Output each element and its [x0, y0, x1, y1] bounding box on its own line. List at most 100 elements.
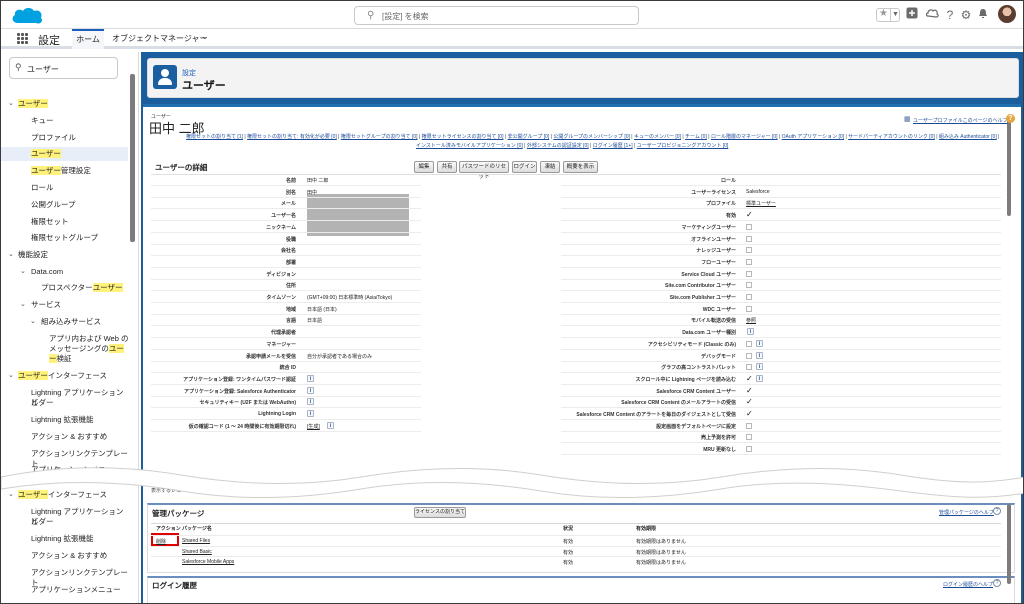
package-name-link[interactable]: Salesforce Mobile Apps: [182, 559, 235, 565]
sidebar-item-permission-set-groups[interactable]: 権限セットグループ: [31, 233, 99, 242]
related-link[interactable]: キューのメンバー [0]: [633, 134, 681, 140]
view-summary-button[interactable]: 概要を表示: [563, 161, 598, 173]
info-icon[interactable]: i: [307, 386, 314, 394]
sidebar-item-roles[interactable]: ロール: [31, 183, 54, 192]
sidebar-item-permission-sets[interactable]: 権限セット: [31, 217, 69, 226]
related-link[interactable]: 外部システムの認証設定 [0]: [526, 143, 589, 149]
user-avatar[interactable]: [998, 5, 1016, 23]
sidebar-item-lightning-app-builder-line1[interactable]: Lightning アプリケーションビ: [31, 388, 124, 407]
tab-object-manager[interactable]: オブジェクトマネージャー: [112, 34, 208, 43]
info-icon[interactable]: i: [756, 339, 763, 347]
assign-licenses-button[interactable]: ライセンスの割り当て: [414, 507, 466, 518]
sidebar-item-user-management-settings[interactable]: ユーザー管理設定: [31, 166, 91, 175]
info-icon[interactable]: i: [327, 421, 334, 429]
chevron-down-icon[interactable]: ⌄: [20, 301, 26, 308]
bell-icon[interactable]: [976, 7, 990, 23]
sidebar-item-lightning-app-builder-lower-2[interactable]: ルダー: [31, 517, 54, 526]
chevron-down-icon[interactable]: ⌄: [8, 100, 14, 107]
share-button[interactable]: 共有: [437, 161, 457, 173]
info-icon[interactable]: i: [307, 410, 314, 417]
trailhead-icon[interactable]: [925, 7, 939, 23]
sidebar-item-action-link-templates[interactable]: アクションリンクテンプレート: [31, 449, 128, 468]
package-name-link[interactable]: Shared Basic: [182, 548, 212, 555]
help-icon[interactable]: ?: [946, 8, 954, 22]
info-icon[interactable]: i: [747, 328, 754, 336]
login-button[interactable]: ログイン: [512, 161, 537, 173]
sidebar-item-actions-recommendations[interactable]: アクション & おすすめ: [31, 432, 108, 441]
related-link[interactable]: ユーザープロビジョニングアカウント [0]: [636, 143, 729, 149]
app-launcher-icon[interactable]: [17, 33, 29, 45]
generate-link[interactable]: [生成]: [307, 423, 320, 430]
salesforce-logo[interactable]: [10, 5, 44, 27]
add-icon[interactable]: [905, 7, 919, 23]
content-scrollbar[interactable]: [1007, 120, 1011, 216]
content-scrollbar-lower[interactable]: [1007, 504, 1011, 584]
chevron-down-icon[interactable]: ⌄: [201, 31, 209, 41]
sidebar-group-feature-settings[interactable]: 機能設定: [18, 250, 48, 259]
sidebar-group-user-interface-lower[interactable]: ユーザーインターフェース: [18, 490, 108, 499]
global-search-input[interactable]: ⚲ [設定] を検索: [354, 6, 639, 25]
tab-home[interactable]: ホーム: [72, 29, 104, 49]
help-question-icon[interactable]: ?: [1006, 114, 1015, 123]
help-icon[interactable]: ?: [993, 507, 1001, 515]
info-icon[interactable]: i: [307, 398, 314, 406]
chevron-down-icon[interactable]: ⌄: [20, 268, 26, 275]
sidebar-item-lightning-app-builder-lower-1[interactable]: Lightning アプリケーションビ: [31, 507, 124, 526]
freeze-button[interactable]: 凍結: [540, 161, 560, 173]
sidebar-item-lightning-app-builder-line2[interactable]: ルダー: [31, 398, 54, 407]
reset-password-button[interactable]: パスワードのリセット: [459, 161, 509, 180]
chevron-down-icon[interactable]: ▼: [890, 9, 900, 21]
info-icon[interactable]: i: [307, 374, 314, 382]
sidebar-item-in-app-messaging-line1[interactable]: アプリ内および Web の: [49, 334, 129, 343]
sidebar-item-prospector-users[interactable]: プロスペクターユーザー: [41, 283, 123, 292]
sidebar-group-datacom[interactable]: Data.com: [31, 267, 64, 276]
chevron-down-icon[interactable]: ⌄: [8, 251, 14, 258]
sidebar-scrollbar[interactable]: [130, 74, 135, 242]
sidebar-group-service[interactable]: サービス: [31, 300, 61, 309]
sidebar-group-embedded-service[interactable]: 組み込みサービス: [41, 317, 101, 326]
chevron-down-icon[interactable]: ⌄: [30, 318, 36, 325]
related-link[interactable]: 権限セットグループの割り当て [0]: [340, 134, 418, 140]
sidebar-item-app-menu-lower[interactable]: アプリケーションメニュー: [31, 585, 121, 594]
delete-link[interactable]: 削除: [156, 539, 167, 545]
related-link[interactable]: 権限セットの割り当て [1]: [186, 134, 243, 140]
related-link[interactable]: インストール済みモバイルアプリケーション [0]: [416, 143, 523, 149]
related-link[interactable]: 非公開グループ [0]: [507, 134, 550, 140]
favorites-button[interactable]: ★ ▼: [876, 8, 900, 22]
field-value[interactable]: 参照: [746, 318, 757, 325]
sidebar-item-users[interactable]: ユーザー: [1, 147, 128, 161]
related-link[interactable]: 組み込み Authenticator [0]: [938, 134, 997, 140]
sidebar-item-queues[interactable]: キュー: [31, 116, 54, 125]
related-link[interactable]: 公開グループのメンバーシップ [0]: [553, 134, 630, 140]
info-icon[interactable]: i: [756, 351, 763, 359]
sidebar-item-actions-recommendations-lower[interactable]: アクション & おすすめ: [31, 551, 108, 560]
related-link[interactable]: 権限セットライセンスの割り当て [0]: [421, 134, 504, 140]
related-link[interactable]: OAuth アプリケーション [0]: [781, 134, 845, 140]
chevron-down-icon[interactable]: ⌄: [8, 372, 14, 379]
info-icon[interactable]: i: [756, 363, 763, 371]
login-history-help-link[interactable]: ログイン履歴のヘルプ: [943, 582, 994, 588]
edit-button[interactable]: 編集: [414, 161, 434, 173]
chevron-down-icon[interactable]: ⌄: [8, 491, 14, 498]
field-value[interactable]: 標準ユーザー: [746, 201, 776, 208]
sidebar-item-action-link-templates-lower[interactable]: アクションリンクテンプレート: [31, 568, 128, 587]
gear-icon[interactable]: ⚙: [960, 8, 972, 22]
sidebar-item-public-groups[interactable]: 公開グループ: [31, 200, 76, 209]
help-icon[interactable]: ?: [993, 579, 1001, 587]
sidebar-item-lightning-extensions[interactable]: Lightning 拡張機能: [31, 415, 94, 424]
package-name-link[interactable]: Shared Files: [182, 538, 211, 544]
sidebar-group-users[interactable]: ユーザー: [18, 99, 48, 108]
quick-find-input[interactable]: ⚲ ユーザー: [9, 57, 118, 79]
info-icon[interactable]: i: [756, 374, 763, 382]
related-link[interactable]: 権限セットの割り当て: 有効化が必要 [0]: [247, 134, 337, 140]
sidebar-group-user-interface[interactable]: ユーザーインターフェース: [18, 371, 108, 380]
sidebar-item-profiles[interactable]: プロファイル: [31, 133, 76, 142]
related-link[interactable]: ログイン履歴 [1+]: [592, 143, 633, 149]
sidebar-item-in-app-messaging-line3[interactable]: ー検証: [49, 354, 72, 363]
sidebar-item-lightning-extensions-lower[interactable]: Lightning 拡張機能: [31, 534, 94, 543]
related-link[interactable]: ロール階層のマネージャー [0]: [710, 134, 778, 140]
related-link[interactable]: サードパーティアカウントのリンク [0]: [848, 134, 935, 140]
page-help-link[interactable]: ユーザープロファイルこのページのヘルプ: [913, 118, 1008, 124]
related-link[interactable]: チーム [0]: [685, 134, 707, 140]
managed-packages-help-link[interactable]: 管理パッケージのヘルプ: [939, 510, 994, 516]
